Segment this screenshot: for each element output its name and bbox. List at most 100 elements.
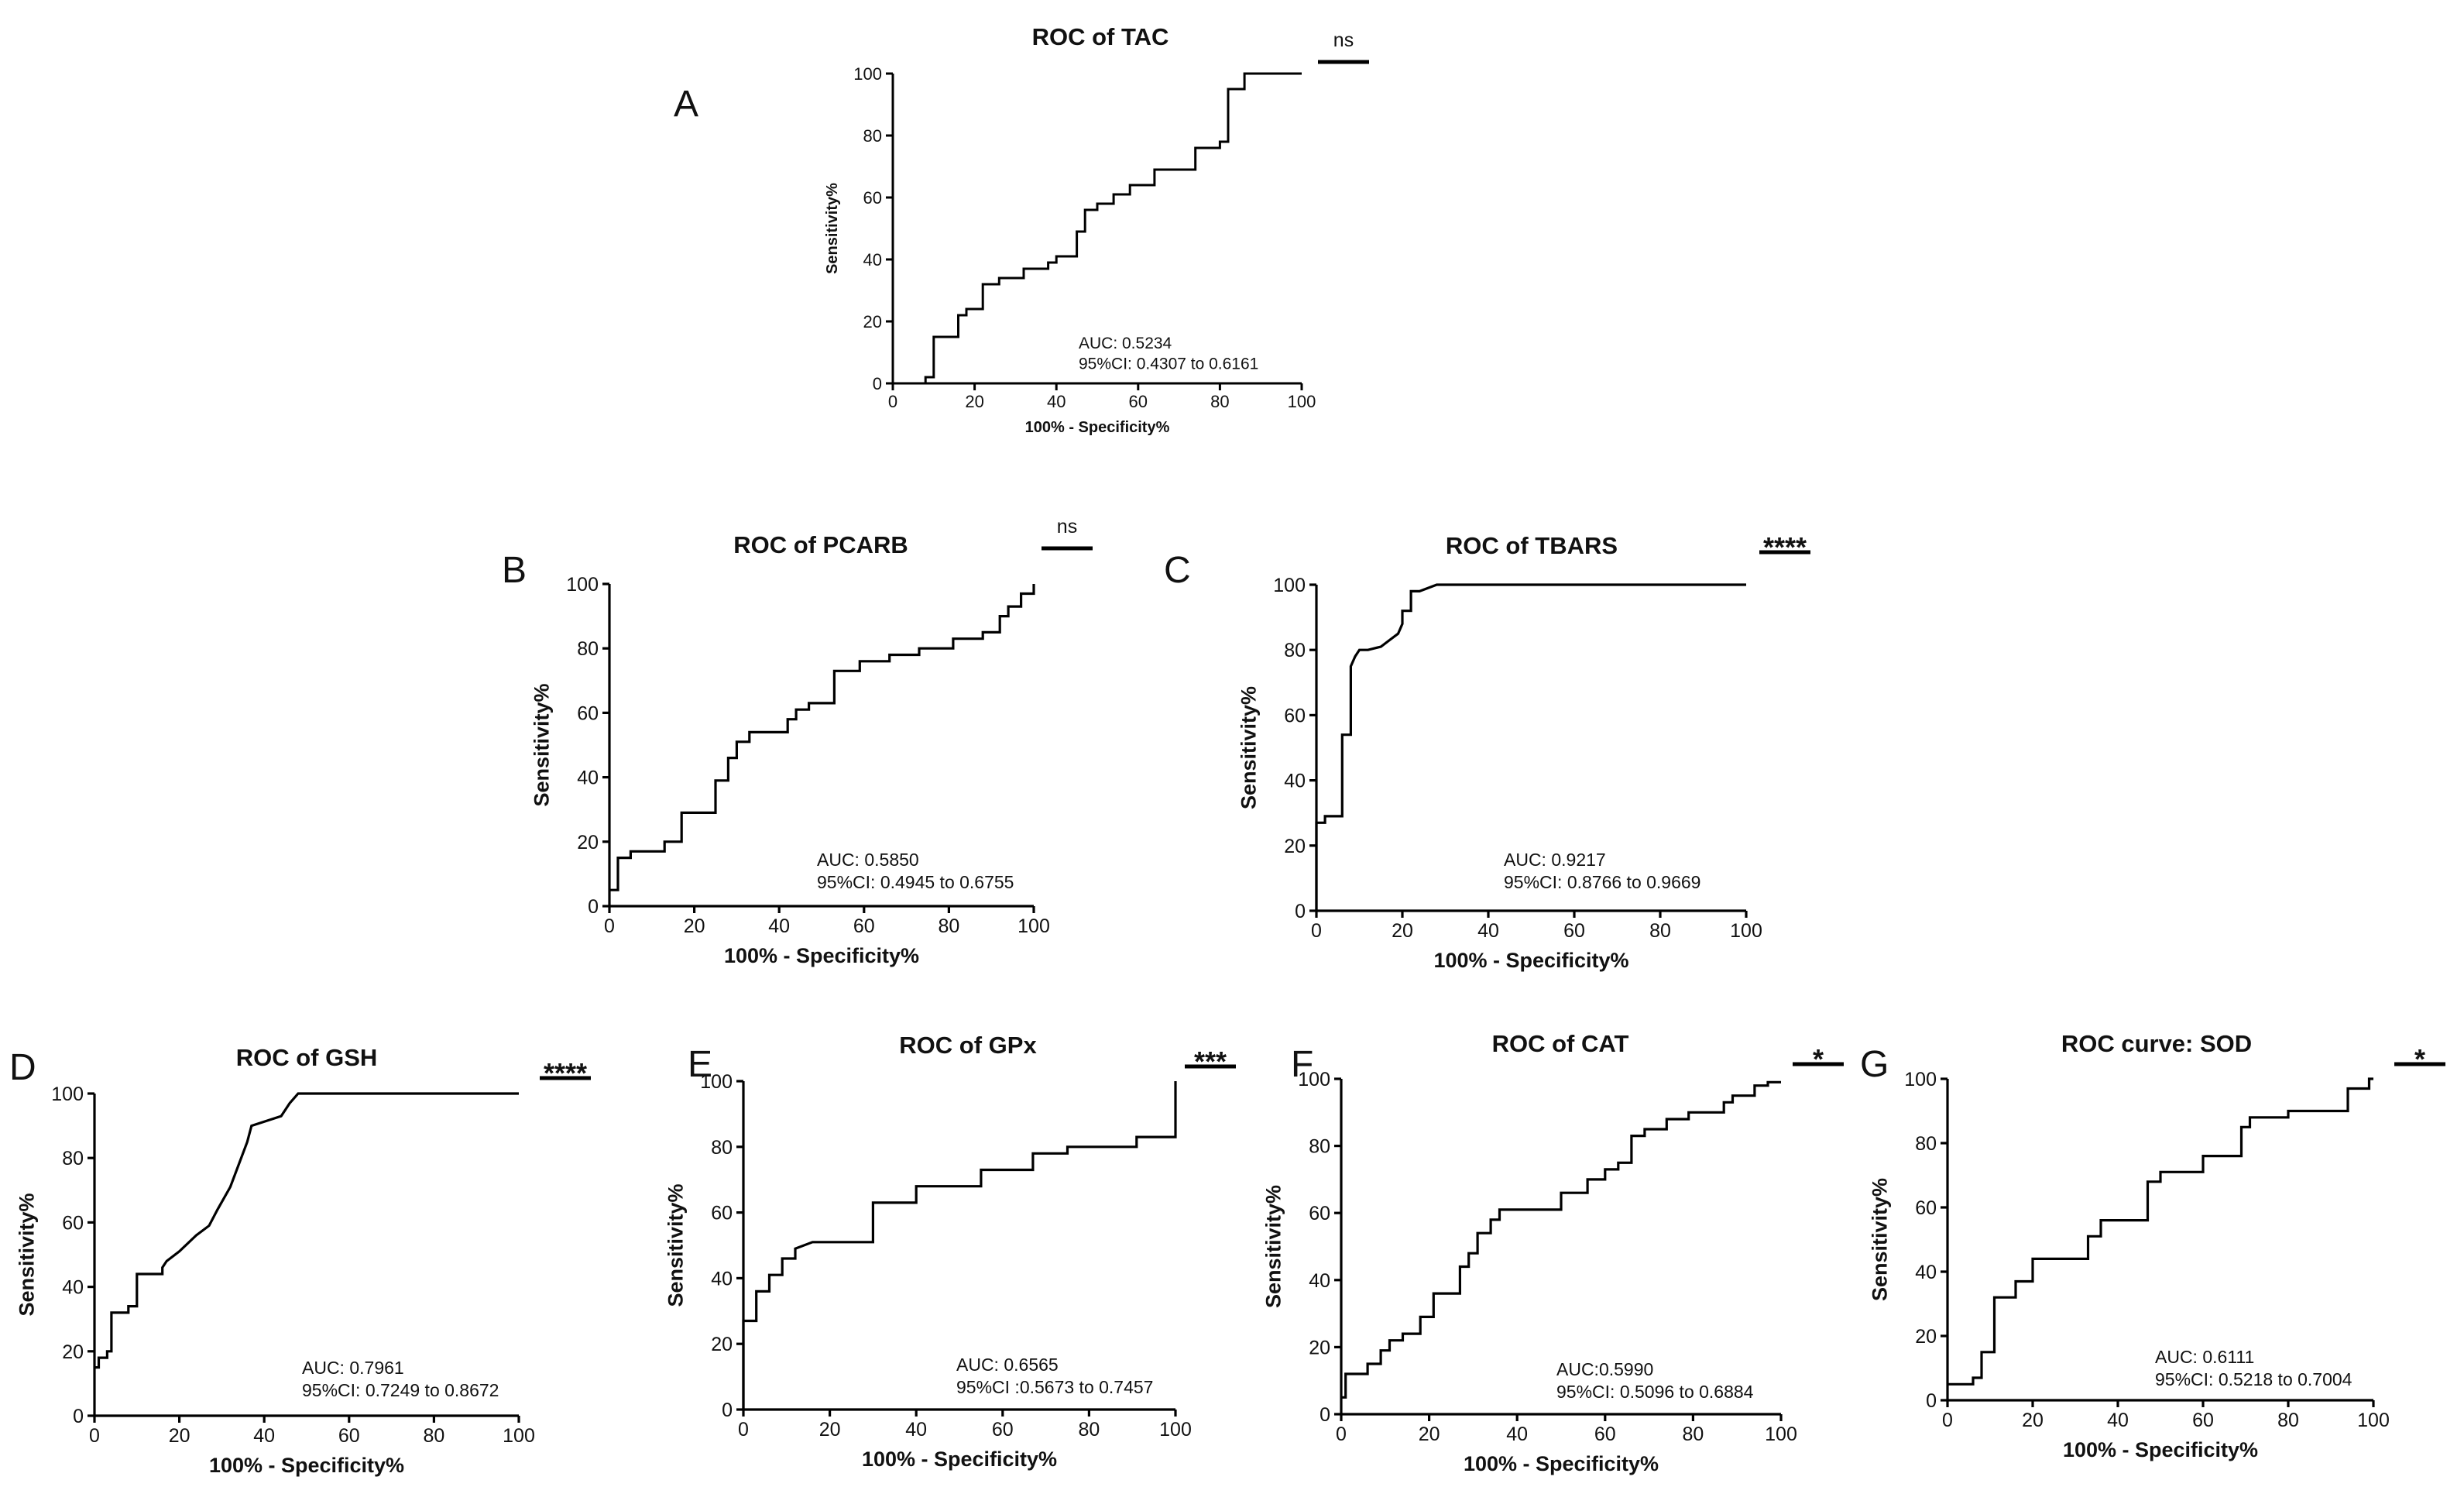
x-tick-label: 0 xyxy=(1942,1410,1953,1431)
x-tick-label: 20 xyxy=(965,392,983,411)
y-tick-label: 100 xyxy=(51,1083,84,1105)
auc-label: AUC: 0.6111 xyxy=(2155,1347,2254,1367)
x-axis-title: 100% - Specificity% xyxy=(2063,1438,2258,1461)
roc-curve-line xyxy=(1315,583,1746,911)
significance-label: ns xyxy=(1333,29,1354,51)
x-tick-label: 40 xyxy=(1047,392,1066,411)
y-tick-label: 0 xyxy=(1295,901,1306,922)
y-tick-label: 40 xyxy=(577,768,599,789)
y-tick-label: 100 xyxy=(1904,1069,1937,1090)
auc-label: AUC: 0.9217 xyxy=(1504,850,1606,870)
panel-letter: C xyxy=(1164,550,1191,591)
panel-title: ROC of TBARS xyxy=(1446,532,1618,559)
x-tick-label: 40 xyxy=(253,1425,275,1447)
y-axis-title: Sensitivity% xyxy=(1262,1185,1285,1308)
x-tick-label: 80 xyxy=(938,915,959,937)
y-tick-label: 60 xyxy=(1284,705,1306,726)
x-axis-title: 100% - Specificity% xyxy=(1025,419,1170,436)
x-tick-label: 60 xyxy=(338,1425,360,1447)
y-tick-label: 40 xyxy=(863,250,882,270)
x-tick-label: 80 xyxy=(1682,1423,1704,1445)
y-tick-label: 60 xyxy=(863,188,882,208)
x-tick-label: 0 xyxy=(1336,1423,1347,1445)
y-tick-label: 40 xyxy=(1309,1270,1330,1292)
x-tick-label: 80 xyxy=(1649,920,1671,942)
y-tick-label: 20 xyxy=(1915,1326,1937,1348)
x-tick-label: 100 xyxy=(1018,915,1050,937)
x-tick-label: 60 xyxy=(1129,392,1148,411)
ci-label: 95%CI :0.5673 to 0.7457 xyxy=(956,1377,1153,1397)
x-axis-title: 100% - Specificity% xyxy=(724,944,919,967)
auc-label: AUC: 0.5234 xyxy=(1079,335,1172,352)
y-tick-label: 0 xyxy=(1320,1404,1330,1426)
x-tick-label: 20 xyxy=(1419,1423,1440,1445)
panel-title: ROC of GPx xyxy=(899,1032,1037,1059)
roc-panel-g: G ROC curve: SOD * 0 20 40 60 80 100 0 20 40 60 80 100… xyxy=(1860,1030,2445,1461)
y-tick-label: 80 xyxy=(1284,640,1306,661)
panel-title: ROC of CAT xyxy=(1492,1030,1629,1057)
x-tick-label: 100 xyxy=(1159,1419,1192,1441)
x-tick-label: 80 xyxy=(1210,392,1229,411)
x-tick-label: 0 xyxy=(738,1419,749,1441)
y-tick-label: 20 xyxy=(1309,1337,1330,1358)
y-tick-label: 60 xyxy=(62,1212,84,1234)
auc-label: AUC:0.5990 xyxy=(1556,1359,1653,1379)
panel-letter: D xyxy=(9,1047,36,1088)
y-tick-label: 60 xyxy=(711,1203,733,1224)
y-tick-label: 0 xyxy=(588,896,599,918)
roc-panel-e: E ROC of GPx *** 0 20 40 60 80 100 0 20 40 60 80 100 10… xyxy=(664,1032,1236,1471)
x-tick-label: 60 xyxy=(992,1419,1014,1441)
y-tick-label: 40 xyxy=(62,1277,84,1299)
x-tick-label: 100 xyxy=(1730,920,1762,942)
panel-letter: F xyxy=(1291,1044,1313,1085)
x-tick-label: 80 xyxy=(2277,1410,2299,1431)
x-tick-label: 80 xyxy=(1078,1419,1100,1441)
panel-letter: B xyxy=(502,550,527,591)
significance-label: **** xyxy=(544,1057,587,1089)
panel-title: ROC of GSH xyxy=(236,1044,378,1071)
y-tick-label: 0 xyxy=(73,1406,84,1427)
y-tick-label: 20 xyxy=(62,1341,84,1363)
y-tick-label: 40 xyxy=(711,1268,733,1290)
x-tick-label: 100 xyxy=(503,1425,535,1447)
x-tick-label: 20 xyxy=(169,1425,190,1447)
panel-title: ROC of PCARB xyxy=(733,531,908,558)
y-tick-label: 100 xyxy=(700,1071,733,1093)
roc-panel-b: B ROC of PCARB ns 0 20 40 60 80 100 0 20 40 60 80 100 1… xyxy=(502,516,1093,967)
ci-label: 95%CI: 0.4945 to 0.6755 xyxy=(817,872,1014,892)
y-axis-title: Sensitivity% xyxy=(15,1193,39,1316)
x-tick-label: 60 xyxy=(1594,1423,1616,1445)
x-axis-title: 100% - Specificity% xyxy=(1433,949,1628,972)
significance-label: *** xyxy=(1194,1046,1227,1077)
y-tick-label: 80 xyxy=(1915,1133,1937,1155)
roc-curve-line xyxy=(924,72,1302,383)
x-tick-label: 40 xyxy=(1477,920,1499,942)
roc-curve-line xyxy=(94,1092,519,1369)
roc-panel-f: F ROC of CAT * 0 20 40 60 80 100 0 20 40 60 80 100 100%… xyxy=(1262,1030,1844,1475)
x-tick-label: 60 xyxy=(853,915,875,937)
x-tick-label: 100 xyxy=(1765,1423,1797,1445)
ci-label: 95%CI: 0.5218 to 0.7004 xyxy=(2155,1369,2352,1389)
significance-label: **** xyxy=(1763,531,1807,563)
x-tick-label: 0 xyxy=(89,1425,100,1447)
y-axis-title: Sensitivity% xyxy=(530,683,554,806)
x-axis-title: 100% - Specificity% xyxy=(209,1454,404,1477)
ci-label: 95%CI: 0.5096 to 0.6884 xyxy=(1556,1382,1754,1402)
roc-panel-d: D ROC of GSH **** 0 20 40 60 80 100 0 20 40 60 80 100 1… xyxy=(9,1044,591,1477)
y-axis-title: Sensitivity% xyxy=(824,183,841,274)
x-tick-label: 0 xyxy=(604,915,615,937)
y-tick-label: 20 xyxy=(863,312,882,331)
ci-label: 95%CI: 0.7249 to 0.8672 xyxy=(302,1380,499,1400)
y-tick-label: 40 xyxy=(1284,771,1306,792)
y-tick-label: 60 xyxy=(1915,1197,1937,1219)
significance-label: * xyxy=(2414,1043,2425,1075)
y-tick-label: 80 xyxy=(863,126,882,146)
y-tick-label: 100 xyxy=(566,574,599,596)
roc-curve-line xyxy=(609,584,1035,891)
auc-label: AUC: 0.5850 xyxy=(817,850,919,870)
y-tick-label: 100 xyxy=(1298,1069,1330,1090)
x-axis-title: 100% - Specificity% xyxy=(862,1447,1057,1471)
x-tick-label: 40 xyxy=(905,1419,927,1441)
